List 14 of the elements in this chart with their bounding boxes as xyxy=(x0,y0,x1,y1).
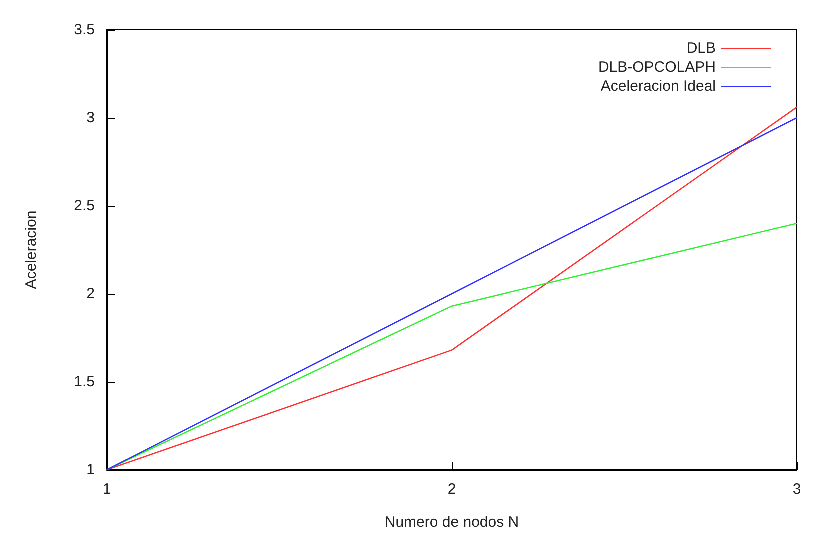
legend-label: DLB-OPCOLAPH xyxy=(598,59,716,76)
y-axis-title: Aceleracion xyxy=(23,210,40,290)
y-tick-label: 2 xyxy=(86,286,95,302)
y-tick-label: 1 xyxy=(86,462,95,478)
y-tick-label: 3.5 xyxy=(74,22,95,38)
y-tick-label: 3 xyxy=(86,110,95,126)
x-tick-label: 1 xyxy=(102,481,112,498)
legend-label: Aceleracion Ideal xyxy=(600,78,716,95)
y-tick-label: 2.5 xyxy=(74,198,95,214)
y-tick-label: 1.5 xyxy=(74,374,95,390)
legend-label: DLB xyxy=(686,40,716,57)
x-axis-title: Numero de nodos N xyxy=(384,514,520,531)
x-tick-label: 2 xyxy=(448,481,456,498)
x-tick-label: 3 xyxy=(792,481,802,498)
